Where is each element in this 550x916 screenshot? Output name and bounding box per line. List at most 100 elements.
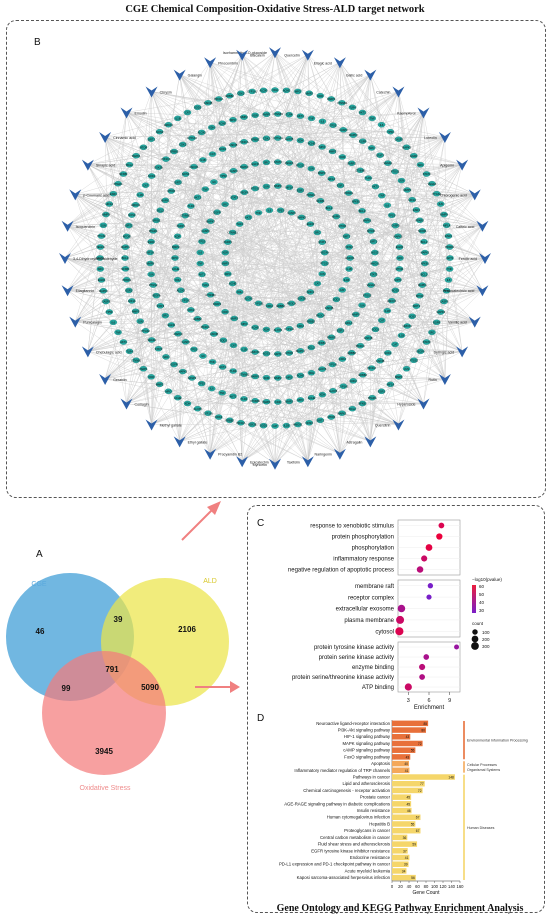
target-node-label: CASP3 — [394, 137, 403, 141]
compound-node — [333, 448, 346, 460]
network-edge — [310, 225, 483, 322]
target-node-label: TP53 — [389, 213, 396, 217]
network-edge — [227, 242, 352, 353]
target-node — [410, 357, 418, 364]
kegg-pathway-label: Insulin resistance — [357, 808, 391, 813]
compound-node — [333, 57, 346, 69]
network-edge — [332, 151, 414, 156]
network-edge — [151, 91, 226, 205]
target-node — [339, 127, 348, 133]
target-node-label: PPARG — [445, 245, 454, 249]
target-node — [229, 142, 237, 148]
target-node — [328, 148, 337, 155]
network-edge — [289, 165, 301, 354]
target-node — [149, 282, 157, 288]
target-node — [221, 260, 230, 267]
network-edge — [67, 290, 114, 323]
network-edge — [423, 332, 433, 404]
target-node-label: ALOX5 — [259, 88, 268, 92]
kegg-bar — [392, 814, 421, 821]
target-node-label: SIRT1 — [274, 352, 282, 356]
target-node-label: EGFR — [433, 320, 440, 324]
target-node — [408, 313, 416, 319]
go-term-label: protein tyrosine kinase activity — [314, 645, 394, 651]
target-node-label: JUN — [360, 303, 365, 307]
target-node — [181, 212, 190, 219]
target-node — [201, 186, 210, 192]
target-node — [196, 260, 204, 267]
target-node — [345, 244, 353, 250]
network-edge — [140, 156, 343, 322]
target-node — [371, 260, 379, 267]
kegg-bar — [392, 720, 429, 727]
network-edge — [145, 185, 392, 301]
kegg-pathway-label: Neuroactive ligand-receptor interaction — [316, 721, 390, 726]
venn-region-count: 99 — [62, 684, 71, 693]
target-node-label: MMP9 — [352, 313, 360, 317]
target-node-label: TLR4 — [202, 283, 209, 287]
network-edge — [342, 257, 486, 360]
go-term-label: protein phosphorylation — [332, 535, 394, 541]
target-node-label: MAPK3 — [394, 234, 403, 238]
compound-node — [61, 220, 74, 232]
target-node — [147, 173, 156, 179]
kegg-pathway-label: Chemical carcinogenesis - receptor activ… — [303, 788, 390, 793]
target-node — [318, 271, 326, 277]
target-node — [294, 88, 302, 95]
target-node-label: XDH — [272, 88, 278, 92]
compound-node-label: Chrysin — [160, 91, 172, 95]
network-edge — [160, 305, 180, 442]
target-node — [265, 207, 274, 214]
target-node-label: CYP1A1 — [284, 327, 295, 331]
target-node-label: CASP3 — [339, 128, 348, 132]
venn-region-count: 39 — [114, 615, 123, 624]
target-node — [395, 244, 404, 250]
target-node — [187, 203, 195, 209]
network-edge — [179, 74, 311, 293]
target-node-label: PPARG — [415, 218, 424, 222]
kegg-bar — [392, 774, 455, 780]
target-node — [262, 399, 271, 405]
network-edge — [179, 74, 414, 156]
target-node-label: PTGS2 — [320, 261, 329, 265]
target-node — [316, 312, 325, 319]
network-edge — [173, 62, 211, 365]
target-node-label: TLR4 — [188, 204, 195, 208]
network-edge — [100, 246, 369, 339]
target-node-label: IL1B — [344, 278, 350, 282]
target-node — [208, 124, 216, 131]
target-node-label: PIK3CA — [239, 140, 248, 144]
target-node — [344, 190, 353, 196]
target-node-label: PARP1 — [213, 302, 222, 306]
target-node — [391, 287, 400, 294]
target-node — [229, 167, 238, 174]
target-node-label: PIK3CA — [367, 366, 376, 370]
target-node — [102, 211, 110, 218]
network-edge — [165, 200, 333, 365]
target-node — [367, 145, 376, 151]
target-node — [338, 223, 346, 229]
target-node — [276, 302, 285, 309]
network-edge — [126, 329, 267, 404]
target-node-label: MMP2 — [240, 115, 248, 119]
target-node — [208, 359, 217, 365]
target-node-label: MPO — [230, 118, 236, 122]
compound-node-label: p-Coumaric acid — [83, 193, 109, 197]
network-edge — [322, 146, 427, 175]
target-node — [251, 397, 259, 404]
go-xtick-label: 3 — [407, 698, 410, 704]
target-node-label: ERBB2 — [170, 150, 179, 154]
target-node-label: IL1B — [175, 116, 181, 120]
target-node-label: XDH — [264, 328, 270, 332]
network-edge — [145, 54, 243, 331]
target-node — [251, 373, 259, 380]
target-node — [147, 271, 155, 278]
network-edge — [328, 207, 425, 264]
target-node-label: HMOX1 — [131, 203, 141, 207]
target-node-label: MAPK1 — [161, 198, 170, 202]
go-color-legend-tick: 30 — [479, 608, 485, 613]
target-node — [296, 113, 305, 119]
target-node — [352, 198, 360, 205]
network-edge — [243, 74, 371, 167]
network-edge — [165, 356, 334, 391]
